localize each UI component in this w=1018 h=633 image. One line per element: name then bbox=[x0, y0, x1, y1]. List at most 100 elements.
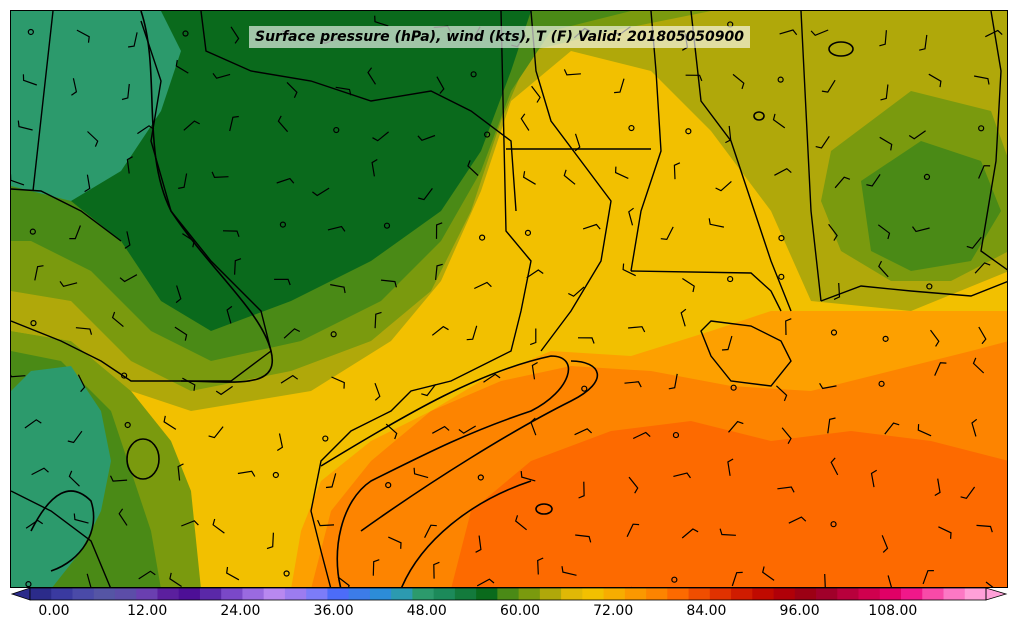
colorbar-segment bbox=[51, 588, 73, 600]
wind-barb bbox=[912, 226, 930, 233]
calm-wind-marker bbox=[279, 221, 287, 228]
wind-barb bbox=[371, 158, 378, 177]
wind-barb bbox=[424, 524, 437, 538]
wind-barb bbox=[475, 535, 482, 553]
wind-barb bbox=[934, 362, 947, 376]
wind-barb bbox=[276, 433, 284, 452]
calm-wind-marker bbox=[672, 431, 680, 439]
map-frame: Surface pressure (hPa), wind (kts), T (F… bbox=[10, 10, 1008, 588]
temperature-map bbox=[11, 11, 1007, 587]
wind-barb bbox=[118, 508, 128, 526]
wind-barb bbox=[128, 32, 138, 48]
wind-barb bbox=[526, 269, 544, 279]
wind-barb bbox=[222, 230, 240, 237]
calm-wind-marker bbox=[25, 581, 32, 587]
colorbar-segment bbox=[816, 588, 838, 600]
wind-barb bbox=[266, 532, 274, 550]
colorbar-segment bbox=[539, 588, 562, 600]
colorbar-segment bbox=[93, 588, 116, 600]
wind-barb bbox=[374, 382, 381, 401]
wind-barb bbox=[966, 236, 982, 249]
wind-barb bbox=[976, 524, 993, 533]
wind-barb bbox=[230, 26, 240, 44]
colorbar-segment bbox=[136, 588, 158, 600]
wind-barb bbox=[762, 566, 775, 581]
wind-barb bbox=[575, 534, 592, 543]
calm-wind-marker bbox=[322, 435, 329, 442]
wind-barb bbox=[435, 263, 443, 280]
wind-barb bbox=[673, 162, 681, 180]
calm-wind-marker bbox=[29, 228, 36, 235]
wind-barb bbox=[682, 277, 695, 293]
wind-barb bbox=[777, 486, 795, 493]
wind-barb bbox=[715, 180, 732, 192]
wind-barb bbox=[183, 120, 200, 131]
wind-barb bbox=[660, 226, 674, 241]
wind-barb bbox=[568, 286, 585, 297]
colorbar-segment bbox=[497, 588, 520, 600]
colorbar-tick-label: 108.00 bbox=[868, 603, 918, 619]
wind-barb bbox=[622, 263, 636, 277]
wind-barb bbox=[325, 473, 337, 489]
calm-wind-marker bbox=[524, 229, 532, 236]
wind-barb bbox=[732, 73, 745, 90]
wind-barb bbox=[938, 526, 952, 539]
wind-barb bbox=[174, 326, 188, 341]
wind-barb bbox=[337, 576, 350, 587]
wind-barb bbox=[212, 518, 225, 534]
colorbar-tick-label: 12.00 bbox=[127, 603, 168, 619]
wind-barbs bbox=[11, 15, 1003, 587]
wind-barb bbox=[137, 125, 155, 135]
wind-barb bbox=[731, 571, 743, 587]
calm-wind-marker bbox=[27, 28, 34, 36]
temperature-colorbar bbox=[10, 587, 1008, 601]
calm-wind-marker bbox=[272, 471, 279, 479]
wind-barb bbox=[286, 81, 298, 99]
calm-wind-marker bbox=[479, 234, 486, 241]
wind-barb bbox=[367, 67, 377, 85]
wind-barb bbox=[317, 519, 335, 527]
wind-barb bbox=[84, 174, 91, 193]
wind-barb bbox=[870, 469, 878, 488]
wind-barb bbox=[574, 428, 593, 436]
wind-barb bbox=[124, 231, 131, 249]
wind-barb bbox=[86, 573, 92, 587]
wind-barb bbox=[531, 85, 541, 103]
calm-wind-marker bbox=[477, 474, 484, 481]
wind-barb bbox=[577, 337, 595, 344]
wind-barb bbox=[810, 29, 829, 37]
wind-barb bbox=[280, 374, 299, 384]
calm-wind-marker bbox=[778, 234, 785, 242]
wind-barb bbox=[432, 425, 450, 434]
temp-band-red-orange bbox=[451, 421, 1007, 587]
wind-barb bbox=[978, 165, 991, 179]
map-title: Surface pressure (hPa), wind (kts), T (F… bbox=[249, 26, 751, 48]
calm-wind-marker bbox=[628, 124, 635, 132]
wind-barb bbox=[177, 463, 184, 481]
colorbar-tick-label: 36.00 bbox=[313, 603, 354, 619]
wind-barb bbox=[417, 134, 436, 142]
calm-wind-marker bbox=[923, 173, 931, 180]
colorbar-tick-label: 72.00 bbox=[593, 603, 634, 619]
wind-barb bbox=[908, 130, 926, 140]
wind-barb bbox=[24, 419, 42, 429]
wind-barb bbox=[833, 282, 841, 300]
calm-wind-marker bbox=[778, 273, 785, 280]
wind-barb bbox=[922, 570, 934, 585]
wind-barb bbox=[436, 76, 445, 94]
wind-barb bbox=[685, 74, 703, 82]
colorbar-segment bbox=[72, 588, 95, 600]
wind-barb bbox=[181, 520, 199, 527]
wind-barb bbox=[781, 427, 792, 444]
wind-barb bbox=[234, 258, 242, 275]
calm-wind-marker bbox=[121, 372, 128, 379]
colorbar-segment bbox=[794, 588, 817, 600]
wind-barb bbox=[971, 418, 978, 437]
wind-barb bbox=[582, 223, 601, 230]
wind-barb bbox=[276, 177, 295, 184]
calm-wind-marker bbox=[685, 128, 692, 135]
wind-barb bbox=[483, 373, 501, 383]
wind-barb bbox=[522, 171, 536, 185]
colorbar-segment bbox=[561, 588, 583, 600]
wind-barb bbox=[624, 381, 642, 388]
